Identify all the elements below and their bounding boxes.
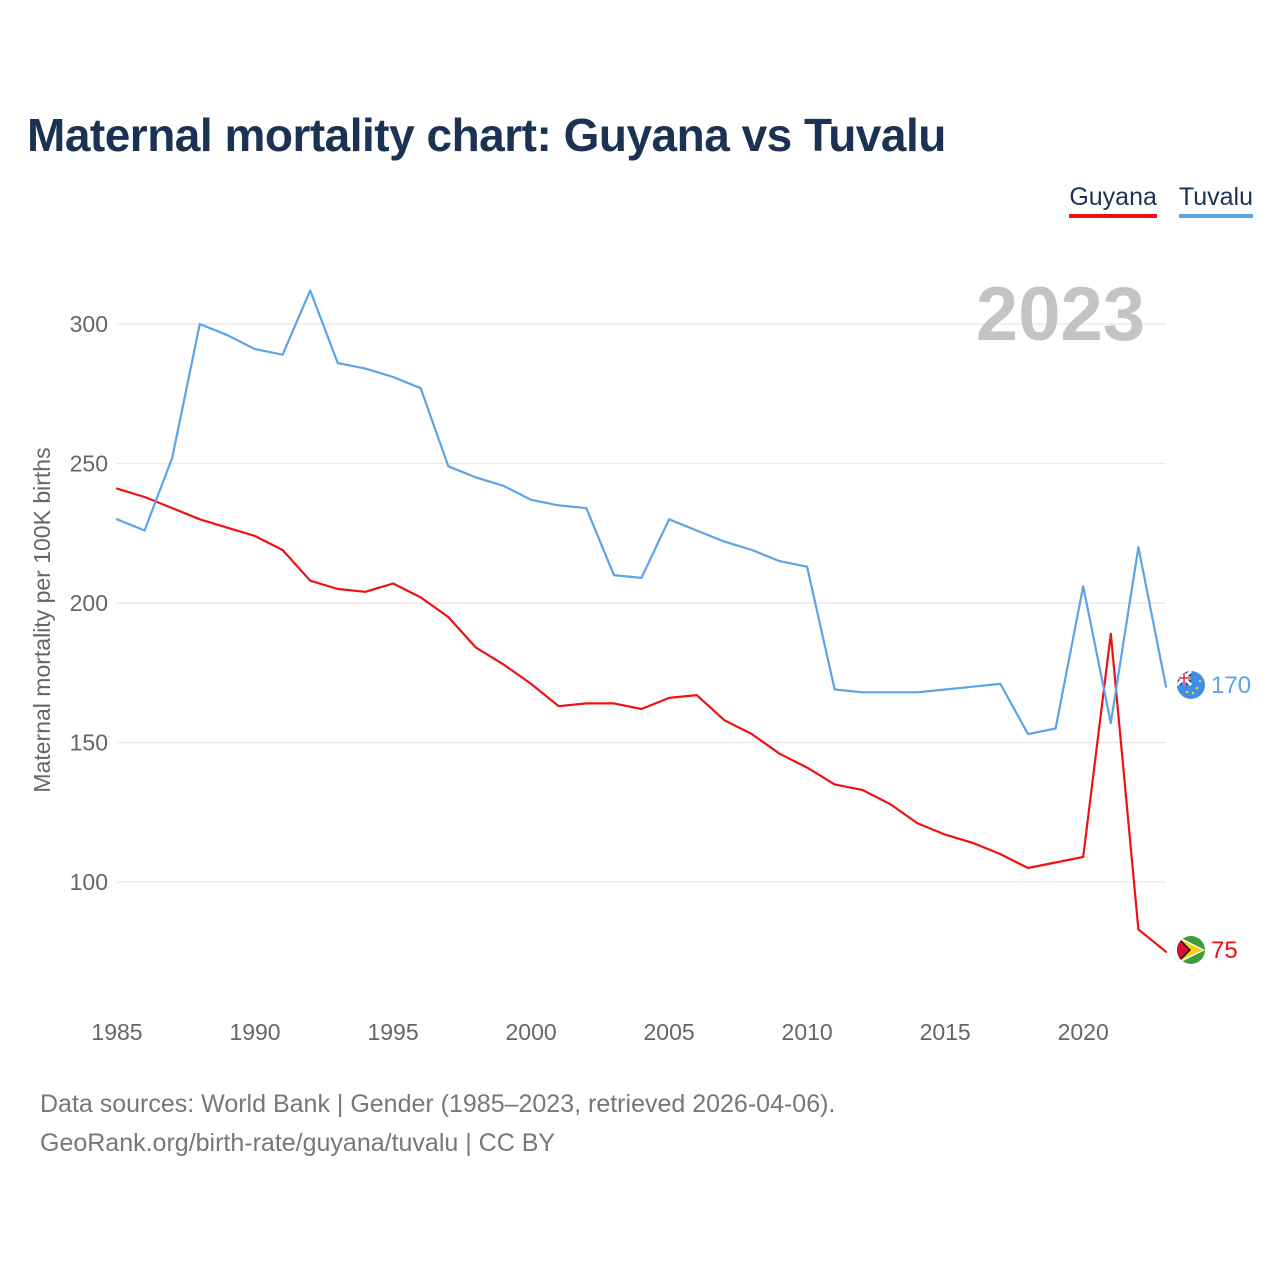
series-line-tuvalu <box>115 289 1168 736</box>
y-tick-label: 300 <box>70 311 108 337</box>
end-label-tuvalu: 170 <box>1211 672 1251 699</box>
x-axis: 1985 1990 1995 2000 2005 2010 2015 2020 <box>91 1019 1108 1045</box>
data-source-note: Data sources: World Bank | Gender (1985–… <box>40 1090 836 1118</box>
year-label: 2023 <box>976 272 1145 357</box>
x-tick-label: 2000 <box>505 1019 556 1045</box>
end-label-guyana: 75 <box>1211 937 1238 964</box>
x-tick-label: 1990 <box>229 1019 280 1045</box>
legend: Guyana Tuvalu <box>1069 183 1253 218</box>
x-tick-label: 2005 <box>644 1019 695 1045</box>
y-axis: 100 150 200 250 300 <box>70 311 108 895</box>
legend-item-tuvalu[interactable]: Tuvalu <box>1178 183 1253 218</box>
y-tick-label: 150 <box>70 730 108 756</box>
legend-item-guyana[interactable]: Guyana <box>1069 183 1157 218</box>
x-tick-label: 2020 <box>1058 1019 1109 1045</box>
grid <box>117 323 1166 883</box>
y-tick-label: 250 <box>70 451 108 477</box>
x-tick-label: 2010 <box>782 1019 833 1045</box>
y-tick-label: 200 <box>70 590 108 616</box>
series <box>115 289 1168 953</box>
footer: Data sources: World Bank | Gender (1985–… <box>40 1085 835 1163</box>
guyana-flag-icon <box>1177 936 1205 964</box>
y-axis-label: Maternal mortality per 100K births <box>29 447 55 792</box>
x-tick-label: 2015 <box>920 1019 971 1045</box>
chart-title: Maternal mortality chart: Guyana vs Tuva… <box>27 109 946 161</box>
x-tick-label: 1995 <box>367 1019 418 1045</box>
y-tick-label: 100 <box>70 869 108 895</box>
source-link[interactable]: GeoRank.org/birth-rate/guyana/tuvalu | C… <box>40 1129 556 1157</box>
x-tick-label: 1985 <box>91 1019 142 1045</box>
tuvalu-flag-icon <box>1177 671 1205 699</box>
series-line-guyana <box>115 487 1168 953</box>
